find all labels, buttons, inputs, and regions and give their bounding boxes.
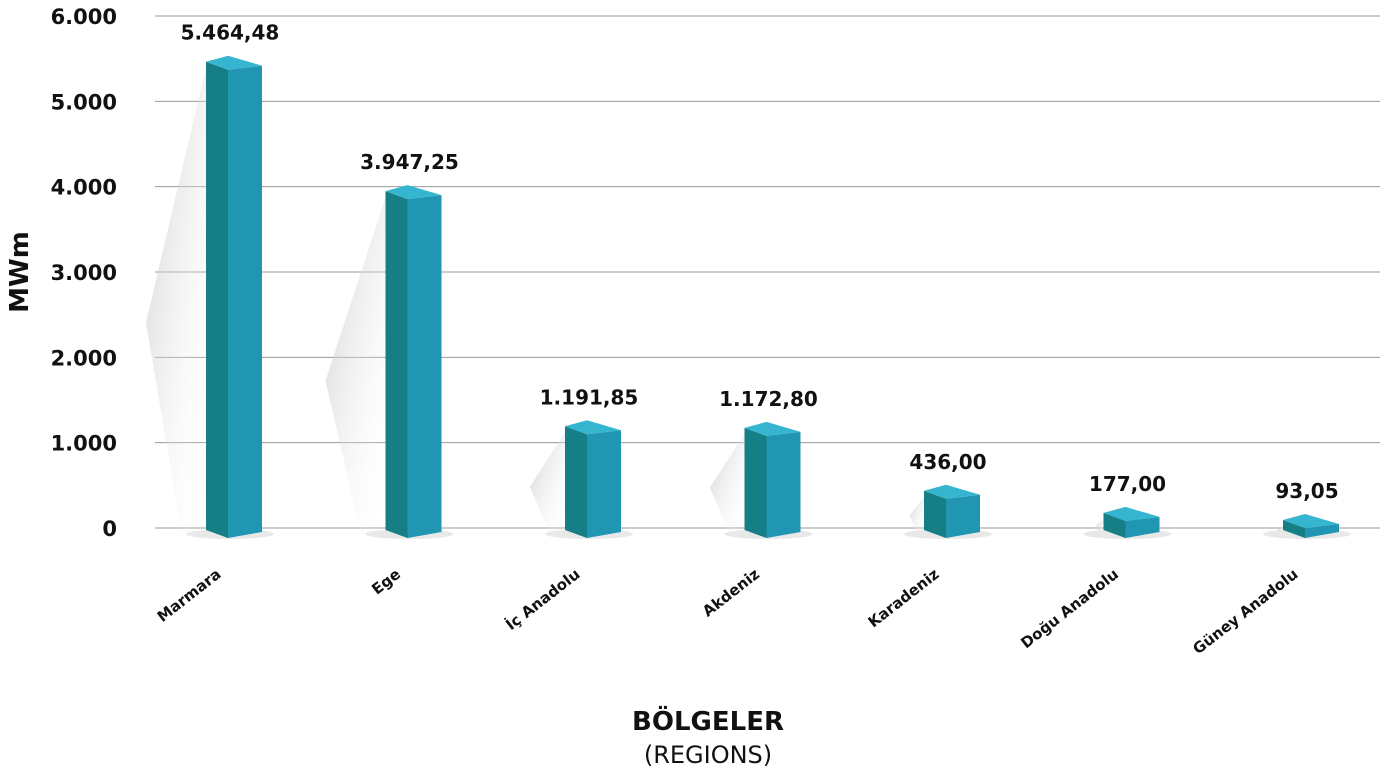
category-label: Marmara <box>154 565 225 626</box>
data-labels: 5.464,48 3.947,25 1.191,85 1.172,80 436,00 17… <box>181 21 1339 503</box>
bar <box>1263 514 1351 539</box>
bar <box>1083 506 1172 539</box>
bar-front-face <box>1305 524 1339 538</box>
y-tick-label: 0 <box>102 517 117 541</box>
category-label: Akdeniz <box>699 565 763 621</box>
bar <box>325 185 454 539</box>
bars <box>146 55 1351 539</box>
bar-cast-shadow <box>909 496 924 536</box>
bar-top-face <box>385 185 442 200</box>
bar-top-face <box>744 421 801 436</box>
category-label: İç Anadolu <box>502 564 584 634</box>
data-label: 1.172,80 <box>719 387 818 411</box>
x-axis-sublabel: (REGIONS) <box>644 741 772 769</box>
x-axis-label: BÖLGELER <box>632 704 784 737</box>
bar-front-face <box>1125 516 1160 538</box>
data-label: 177,00 <box>1089 472 1166 496</box>
data-label: 1.191,85 <box>540 385 639 409</box>
category-label: Ege <box>368 565 404 598</box>
bar-top-face <box>206 55 262 70</box>
bar-top-face <box>1283 514 1339 529</box>
data-label: 93,05 <box>1275 479 1338 503</box>
bar-front-face <box>228 65 262 539</box>
bar-cast-shadow <box>1096 518 1104 536</box>
y-tick-label: 3.000 <box>51 261 117 285</box>
bar-cast-shadow <box>1277 526 1283 536</box>
bar-side-face <box>206 61 228 539</box>
bar-top-face <box>565 420 621 435</box>
category-label: Karadeniz <box>865 565 943 632</box>
data-label: 436,00 <box>909 450 986 474</box>
bar-cast-shadow <box>146 67 206 537</box>
bar <box>709 421 813 539</box>
bar-front-face <box>587 430 621 538</box>
bar-cast-shadow <box>325 197 386 536</box>
y-tick-label: 6.000 <box>51 5 117 29</box>
y-tick-label: 1.000 <box>51 432 117 456</box>
bar-front-face <box>946 494 980 538</box>
bar-front-face <box>407 195 442 538</box>
bar-front-face <box>766 431 801 538</box>
data-label: 3.947,25 <box>360 150 459 174</box>
y-tick-label: 5.000 <box>51 90 117 114</box>
bar <box>904 484 992 539</box>
bar-side-face <box>744 427 767 538</box>
bar-side-face <box>1103 512 1126 538</box>
bar-side-face <box>385 191 408 538</box>
bar-side-face <box>565 426 587 538</box>
bar-cast-shadow <box>529 432 565 536</box>
bar-top-face <box>924 484 980 499</box>
category-label: Güney Anadolu <box>1189 565 1301 658</box>
category-label: Doğu Anadolu <box>1017 565 1122 652</box>
data-label: 5.464,48 <box>181 21 280 45</box>
y-tick-label: 4.000 <box>51 176 117 200</box>
category-labels: Marmara Ege İç Anadolu Akdeniz Karadeniz Doğu… <box>154 564 1302 658</box>
bar <box>529 420 633 539</box>
bar-top-face <box>1103 506 1160 521</box>
y-tick-label: 2.000 <box>51 346 117 370</box>
y-axis-ticks: 0 1.000 2.000 3.000 4.000 5.000 6.000 <box>51 5 117 541</box>
bar-side-face <box>924 490 946 538</box>
bar-cast-shadow <box>709 433 745 536</box>
y-axis-label: MWm <box>5 231 35 313</box>
bar-side-face <box>1283 520 1305 538</box>
bar <box>146 55 274 539</box>
